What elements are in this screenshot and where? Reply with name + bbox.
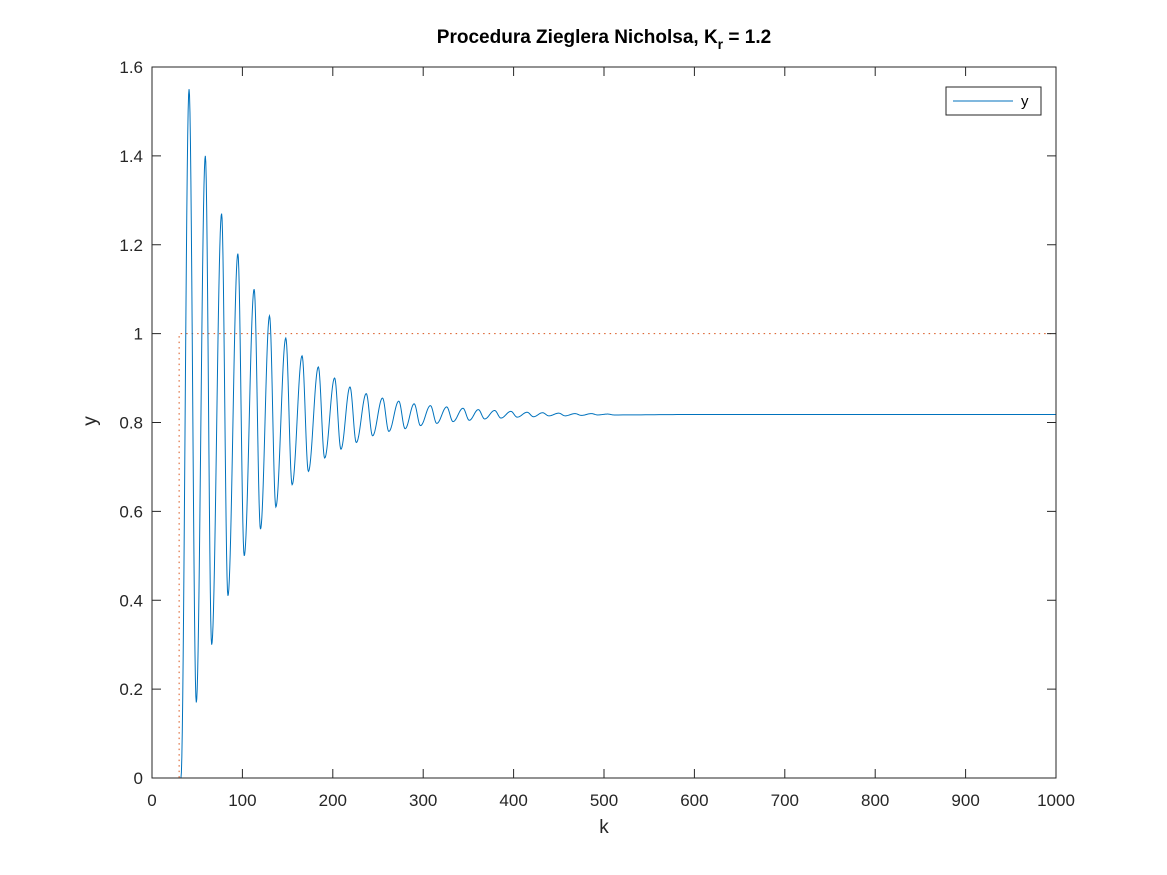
series-line-setpoint <box>152 333 1056 779</box>
x-tick-label: 700 <box>771 791 799 810</box>
x-tick-label: 100 <box>228 791 256 810</box>
y-tick-label: 1 <box>134 325 143 344</box>
chart-title: Procedura Zieglera Nicholsa, Kr = 1.2 <box>152 27 1056 52</box>
x-tick-label: 0 <box>147 791 156 810</box>
chart-title-main: Procedura Zieglera Nicholsa, K <box>436 27 718 48</box>
series-line-y <box>152 89 1056 779</box>
x-tick-label: 1000 <box>1037 791 1075 810</box>
x-axis-label: k <box>599 817 609 838</box>
y-tick-label: 1.4 <box>119 147 143 166</box>
x-tick-label: 800 <box>861 791 889 810</box>
y-tick-label: 0.4 <box>119 591 143 610</box>
x-tick-label: 400 <box>499 791 527 810</box>
x-tick-label: 500 <box>590 791 618 810</box>
legend-entry-y: y <box>1021 93 1029 110</box>
x-ticks: 0 100 200 300 400 500 600 700 800 900 1000 <box>147 67 1075 810</box>
y-axis-label: y <box>79 416 101 426</box>
y-tick-label: 0 <box>134 769 143 788</box>
x-tick-label: 900 <box>951 791 979 810</box>
x-tick-label: 600 <box>680 791 708 810</box>
y-tick-label: 0.8 <box>119 414 143 433</box>
y-tick-label: 0.6 <box>119 502 143 521</box>
x-tick-label: 200 <box>319 791 347 810</box>
data-layer <box>152 89 1056 779</box>
y-tick-label: 1.2 <box>119 236 143 255</box>
axes-box <box>151 66 1057 779</box>
y-tick-label: 1.6 <box>119 58 143 77</box>
y-ticks: 0 0.2 0.4 0.6 0.8 1 1.2 1.4 1.6 <box>119 58 1056 788</box>
y-tick-label: 0.2 <box>119 680 143 699</box>
chart-title-subscript: r <box>717 36 724 52</box>
chart-title-tail: = 1.2 <box>723 27 772 48</box>
legend: y <box>945 86 1042 116</box>
x-tick-label: 300 <box>409 791 437 810</box>
